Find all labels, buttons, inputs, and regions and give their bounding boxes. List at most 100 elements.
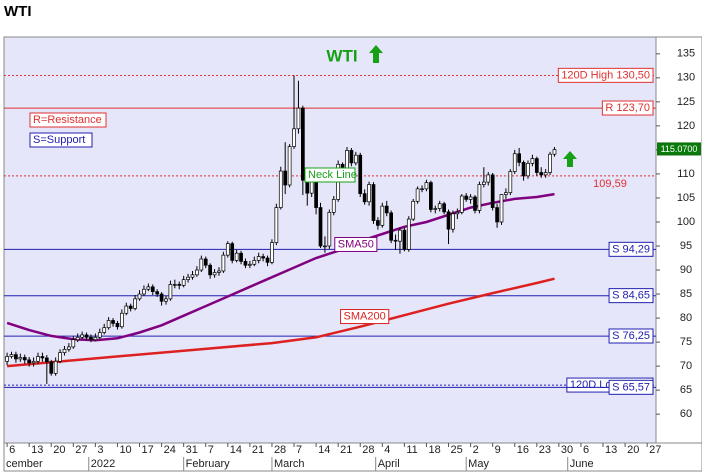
candle-body: [477, 184, 482, 211]
level-label: S 65,57: [612, 381, 650, 393]
level-label: R 123,70: [605, 102, 650, 114]
candle-body: [481, 181, 486, 185]
candle-body: [318, 207, 323, 247]
x-tick-label: 21: [252, 444, 264, 456]
level-label: 109,59: [593, 178, 627, 190]
x-tick-label: 28: [362, 444, 374, 456]
month-label: March: [274, 458, 305, 470]
candle-body: [278, 170, 283, 208]
y-tick-label: 125: [677, 96, 695, 108]
candle-body: [146, 286, 151, 290]
candle-body: [225, 243, 230, 256]
candle-body: [212, 272, 217, 276]
label-box: [334, 236, 378, 252]
x-tick-label: 27: [75, 444, 87, 456]
y-tick-label: 85: [680, 288, 692, 300]
y-tick-label: 135: [677, 48, 695, 60]
candle-body: [71, 339, 76, 348]
x-tick-label: 17: [142, 444, 154, 456]
candle-body: [415, 188, 420, 202]
x-tick-label: 9: [495, 444, 501, 456]
candle-body: [512, 153, 517, 172]
candle-body: [473, 196, 477, 211]
candle-body: [353, 154, 358, 164]
candle-body: [433, 208, 438, 210]
candle-body: [75, 336, 80, 341]
label-box: [340, 309, 390, 325]
y-tick-label: 105: [677, 192, 695, 204]
candle-body: [380, 205, 385, 226]
candle-body: [27, 359, 32, 364]
candle-body: [120, 312, 124, 328]
candle-body: [376, 220, 380, 226]
month-label: April: [378, 458, 400, 470]
candle-body: [217, 270, 221, 273]
moving-average: [6, 192, 555, 342]
annotation: R=Resistance: [33, 114, 102, 126]
candle-body: [504, 192, 508, 195]
candle-body: [36, 356, 40, 362]
candle-body: [384, 205, 389, 214]
candle-body: [437, 203, 442, 209]
candle-body: [287, 146, 292, 186]
candle-body: [203, 258, 208, 266]
candle-body: [102, 327, 107, 333]
candle-body: [517, 153, 522, 163]
candle-body: [411, 200, 416, 220]
candle-body: [22, 357, 27, 361]
x-tick-label: 6: [583, 444, 589, 456]
candle-body: [548, 153, 552, 173]
candle-body: [464, 195, 469, 200]
candle-body: [543, 172, 548, 176]
candle-body: [265, 257, 270, 263]
label-box: [601, 100, 654, 116]
candle-body: [468, 196, 473, 200]
candle-body: [349, 150, 354, 164]
candle-body: [97, 332, 102, 338]
candle-body: [323, 245, 327, 248]
x-tick-label: 18: [428, 444, 440, 456]
candle-body: [301, 107, 305, 181]
candle-body: [93, 336, 98, 341]
x-tick-label: 20: [53, 444, 65, 456]
annotation: S=Support: [33, 134, 85, 146]
candle-body: [292, 128, 296, 147]
candle-body: [252, 260, 257, 265]
candle-body: [142, 288, 146, 295]
chart-title: WTI: [4, 3, 32, 20]
y-tick-label: 60: [680, 408, 692, 420]
y-tick-label: 80: [680, 312, 692, 324]
candle-body: [274, 207, 279, 243]
moving-average: [6, 277, 555, 368]
candle-body: [208, 264, 213, 276]
candle-body: [230, 243, 235, 261]
candle-body: [128, 305, 133, 309]
x-tick-label: 11: [406, 444, 417, 456]
month-label: cember: [6, 458, 43, 470]
candle-body: [455, 212, 460, 215]
candle-body: [53, 360, 58, 374]
month-label: May: [468, 458, 489, 470]
candle-body: [429, 182, 433, 210]
candle-body: [133, 298, 137, 309]
month-label: 2022: [91, 458, 115, 470]
label-box: [29, 112, 107, 128]
candle-body: [181, 279, 186, 286]
candle-body: [495, 207, 499, 223]
candle-body: [459, 195, 464, 213]
candle-body: [5, 356, 9, 362]
x-tick-label: 10: [119, 444, 131, 456]
candle-body: [451, 213, 455, 230]
candle-body: [508, 171, 513, 194]
level-label: S 94,29: [612, 243, 650, 255]
x-tick-label: 14: [230, 444, 242, 456]
candle-body: [239, 252, 243, 262]
y-tick-label: 100: [677, 216, 695, 228]
x-tick-label: 25: [451, 444, 463, 456]
candle-body: [526, 163, 530, 177]
label-box: [608, 288, 654, 304]
candle-body: [331, 199, 336, 213]
candle-body: [186, 276, 190, 280]
candle-body: [296, 107, 301, 130]
candle-body: [115, 323, 120, 328]
